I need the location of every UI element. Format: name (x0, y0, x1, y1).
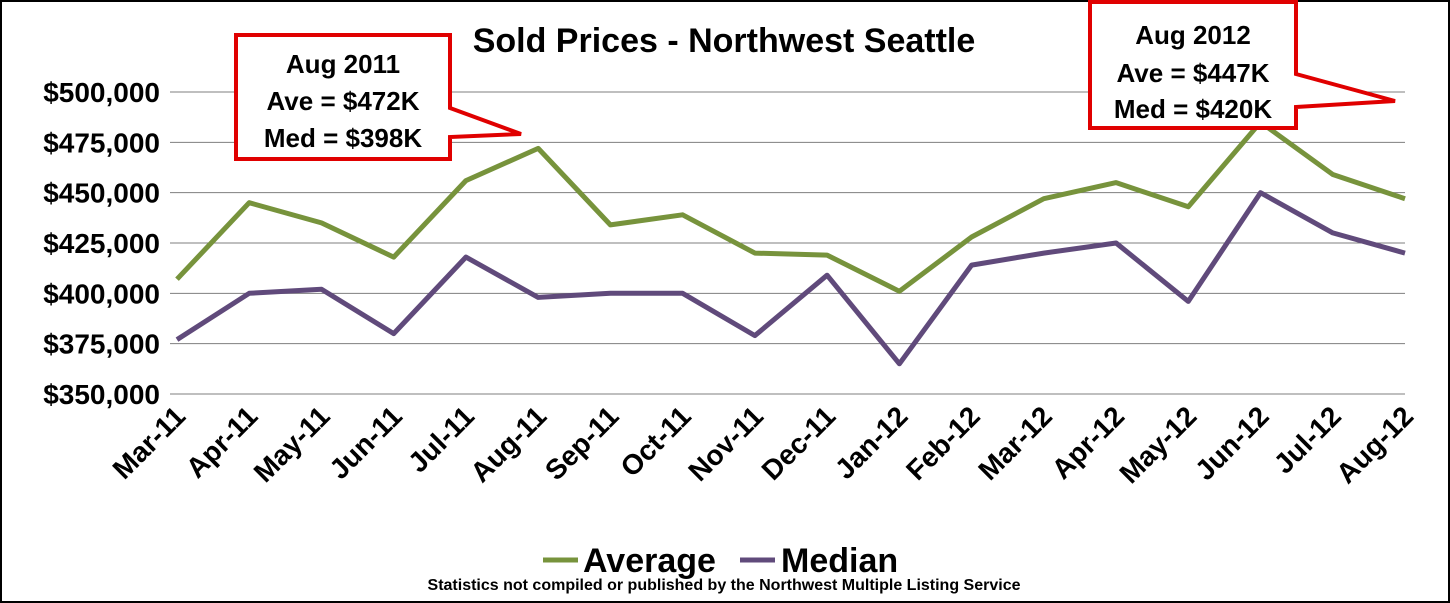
callout-line: Aug 2011 (286, 49, 400, 79)
series-line-median (175, 190, 1406, 367)
x-tick-label: Aug-12 (1330, 400, 1419, 489)
callout-line: Ave = $447K (1117, 58, 1270, 88)
y-tick-label: $500,000 (43, 77, 160, 108)
x-tick-label: Jun-11 (323, 400, 408, 485)
callout-aug-2011: Aug 2011 Ave = $472K Med = $398K (234, 33, 522, 161)
legend-label-average: Average (583, 542, 716, 580)
x-tick-label: May-11 (248, 400, 336, 488)
x-tick-label: May-12 (1113, 400, 1202, 489)
y-tick-label: $450,000 (43, 178, 160, 209)
x-tick-label: Apr-11 (180, 400, 264, 484)
x-tick-label: Mar-12 (972, 400, 1058, 486)
callout-line: Ave = $472K (267, 86, 420, 116)
y-tick-label: $375,000 (43, 329, 160, 360)
y-tick-label: $350,000 (43, 379, 160, 410)
callout-line: Med = $398K (264, 123, 422, 153)
x-axis-ticks: Mar-11Apr-11May-11Jun-11Jul-11Aug-11Sep-… (107, 400, 1420, 489)
y-axis-ticks: $350,000 $375,000 $400,000 $425,000 $450,000… (43, 77, 160, 410)
legend: Average Median (543, 542, 898, 580)
x-tick-label: Nov-11 (682, 400, 769, 487)
x-tick-label: Oct-11 (614, 400, 696, 482)
callout-aug-2012: Aug 2012 Ave = $447K Med = $420K (1088, 0, 1396, 130)
x-tick-label: Feb-12 (900, 400, 986, 486)
x-tick-label: Sep-11 (539, 400, 625, 486)
chart-title: Sold Prices - Northwest Seattle (473, 22, 976, 60)
x-tick-label: Jan-12 (829, 400, 914, 485)
series-line-average (175, 119, 1406, 294)
legend-label-median: Median (781, 542, 898, 580)
footnote: Statistics not compiled or published by … (428, 577, 1021, 594)
callout-line: Aug 2012 (1135, 20, 1251, 50)
y-tick-label: $475,000 (43, 127, 160, 158)
callout-box (1088, 0, 1396, 130)
y-tick-label: $425,000 (43, 228, 160, 259)
x-tick-label: Dec-11 (756, 400, 842, 486)
y-tick-label: $400,000 (43, 278, 160, 309)
x-tick-label: Mar-11 (107, 400, 192, 485)
callout-line: Med = $420K (1114, 94, 1272, 124)
x-tick-label: Aug-11 (464, 400, 552, 488)
x-tick-label: Jun-12 (1189, 400, 1275, 486)
callout-box (234, 33, 522, 161)
series-lines (175, 119, 1406, 367)
